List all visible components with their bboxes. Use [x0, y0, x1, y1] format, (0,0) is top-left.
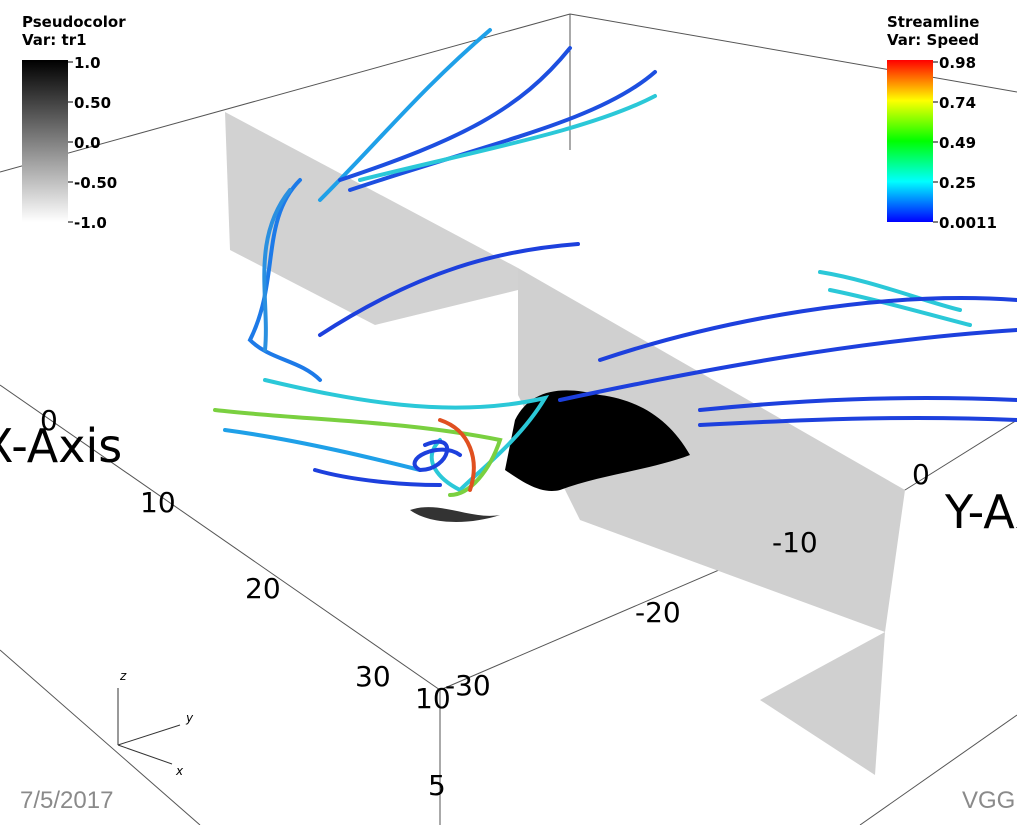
streamline: [225, 430, 420, 470]
legend-tick-label: 0.49: [939, 134, 976, 152]
legend-tick-label: 0.98: [939, 54, 976, 72]
slice-plane: [760, 632, 885, 775]
axis-triad: z y x: [118, 669, 194, 778]
legend-tick-label: 0.74: [939, 94, 976, 112]
legend-title: Streamline: [887, 13, 979, 31]
streamline: [320, 30, 490, 200]
legend-tick-label: 0.0011: [939, 214, 997, 232]
axis-tick-label: -10: [772, 526, 818, 559]
legend-title: Pseudocolor: [22, 13, 126, 31]
legend-tick-label: -0.50: [74, 174, 117, 192]
axis-tick-label: 30: [355, 660, 391, 693]
footer-text: VGGR: [962, 787, 1017, 814]
triad-axis: [118, 745, 172, 764]
legend-variable: Var: Speed: [887, 31, 979, 49]
axis-tick-label: 10: [415, 682, 451, 715]
color-bar: [887, 60, 933, 222]
axis-tick-label: 20: [245, 572, 281, 605]
legend-tick-label: 0.25: [939, 174, 976, 192]
axis-tick-label: 10: [140, 486, 176, 519]
triad-label: y: [185, 711, 194, 725]
axis-tick-label: 5: [428, 769, 446, 802]
color-bar: [22, 60, 68, 222]
visualization: Pseudocolor Var: tr1 1.0 0.50 0.0 -0.50 -1.0…: [0, 0, 1017, 825]
y-axis-label: Y-Axis: [944, 485, 1017, 539]
legend-tick-label: -1.0: [74, 214, 107, 232]
legend-tick-label: 1.0: [74, 54, 101, 72]
triad-axis: [118, 725, 180, 745]
legend-variable: Var: tr1: [22, 31, 87, 49]
footer-date: 7/5/2017: [20, 787, 113, 814]
legend-tick-label: 0.50: [74, 94, 111, 112]
tracer-region: [410, 507, 500, 522]
legend-tick-label: 0.0: [74, 134, 101, 152]
streamline: [315, 470, 440, 485]
axis-tick-label: 0: [912, 458, 930, 491]
streamline: [360, 96, 655, 180]
axis-tick-label: -20: [635, 596, 681, 629]
triad-label: z: [119, 669, 127, 683]
triad-label: x: [175, 764, 184, 778]
axis-tick-label: 0: [40, 404, 58, 437]
x-axis-label: X-Axis: [0, 419, 122, 473]
axis-tick-label: -30: [445, 669, 491, 702]
streamline: [265, 380, 545, 490]
